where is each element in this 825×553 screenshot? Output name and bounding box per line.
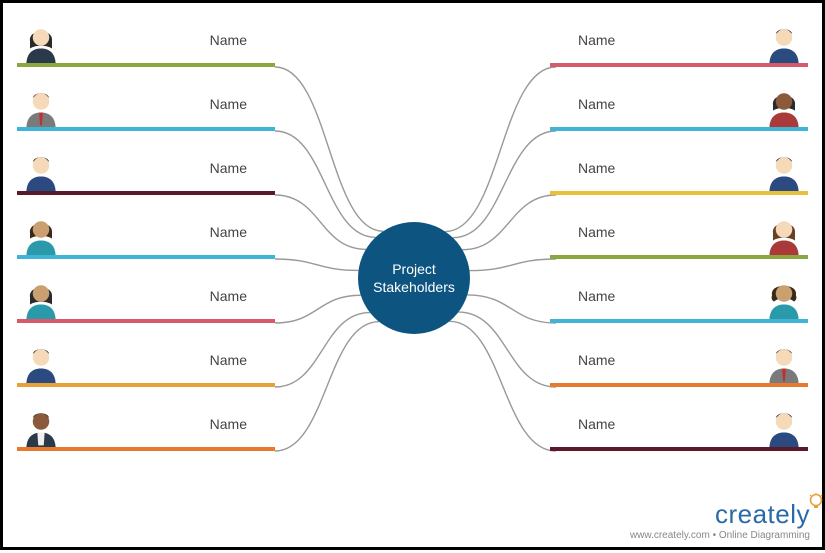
- name-label: Name: [578, 352, 615, 368]
- stakeholder-row-right-4: Name: [550, 273, 808, 323]
- name-slot: Name: [550, 339, 760, 387]
- name-slot: Name: [65, 83, 275, 131]
- name-slot: Name: [550, 275, 760, 323]
- stakeholder-row-right-0: Name: [550, 17, 808, 67]
- stakeholder-row-left-4: Name: [17, 273, 275, 323]
- center-label-2: Stakeholders: [373, 279, 455, 295]
- stakeholder-diagram: Project Stakeholders Name Name: [3, 3, 822, 547]
- underline: [550, 255, 808, 259]
- name-label: Name: [578, 32, 615, 48]
- avatar-icon: [17, 403, 65, 451]
- name-label: Name: [578, 224, 615, 240]
- name-label: Name: [210, 288, 247, 304]
- name-slot: Name: [65, 275, 275, 323]
- name-label: Name: [210, 416, 247, 432]
- name-label: Name: [578, 416, 615, 432]
- name-slot: Name: [550, 83, 760, 131]
- underline: [550, 63, 808, 67]
- stakeholder-row-left-2: Name: [17, 145, 275, 195]
- avatar-icon: [17, 19, 65, 67]
- name-slot: Name: [65, 339, 275, 387]
- underline: [550, 191, 808, 195]
- name-slot: Name: [65, 211, 275, 259]
- stakeholder-row-left-6: Name: [17, 401, 275, 451]
- underline: [550, 319, 808, 323]
- stakeholder-row-right-5: Name: [550, 337, 808, 387]
- avatar-icon: [17, 339, 65, 387]
- brand-logo: creately: [715, 499, 810, 530]
- stakeholder-row-right-2: Name: [550, 145, 808, 195]
- name-label: Name: [210, 352, 247, 368]
- underline: [17, 127, 275, 131]
- name-label: Name: [210, 32, 247, 48]
- avatar-icon: [17, 211, 65, 259]
- footer-tagline: www.creately.com • Online Diagramming: [630, 530, 810, 541]
- avatar-icon: [760, 19, 808, 67]
- avatar-icon: [760, 147, 808, 195]
- avatar-icon: [760, 275, 808, 323]
- lightbulb-icon: [808, 493, 824, 513]
- avatar-icon: [17, 275, 65, 323]
- avatar-icon: [17, 83, 65, 131]
- stakeholder-row-right-3: Name: [550, 209, 808, 259]
- underline: [550, 383, 808, 387]
- center-label-1: Project: [392, 261, 436, 277]
- underline: [17, 255, 275, 259]
- underline: [17, 191, 275, 195]
- name-slot: Name: [65, 19, 275, 67]
- stakeholder-row-right-1: Name: [550, 81, 808, 131]
- name-slot: Name: [65, 147, 275, 195]
- name-slot: Name: [550, 211, 760, 259]
- underline: [550, 447, 808, 451]
- underline: [550, 127, 808, 131]
- name-label: Name: [210, 160, 247, 176]
- name-label: Name: [578, 96, 615, 112]
- name-slot: Name: [65, 403, 275, 451]
- center-node: Project Stakeholders: [358, 222, 470, 334]
- footer: creately www.creately.com • Online Diagr…: [630, 499, 810, 541]
- name-slot: Name: [550, 403, 760, 451]
- stakeholder-row-left-3: Name: [17, 209, 275, 259]
- underline: [17, 319, 275, 323]
- name-label: Name: [210, 224, 247, 240]
- name-label: Name: [578, 160, 615, 176]
- name-slot: Name: [550, 19, 760, 67]
- underline: [17, 63, 275, 67]
- avatar-icon: [760, 211, 808, 259]
- name-label: Name: [578, 288, 615, 304]
- avatar-icon: [760, 339, 808, 387]
- name-label: Name: [210, 96, 247, 112]
- avatar-icon: [760, 403, 808, 451]
- name-slot: Name: [550, 147, 760, 195]
- avatar-icon: [17, 147, 65, 195]
- stakeholder-row-left-1: Name: [17, 81, 275, 131]
- underline: [17, 447, 275, 451]
- underline: [17, 383, 275, 387]
- stakeholder-row-right-6: Name: [550, 401, 808, 451]
- stakeholder-row-left-5: Name: [17, 337, 275, 387]
- stakeholder-row-left-0: Name: [17, 17, 275, 67]
- avatar-icon: [760, 83, 808, 131]
